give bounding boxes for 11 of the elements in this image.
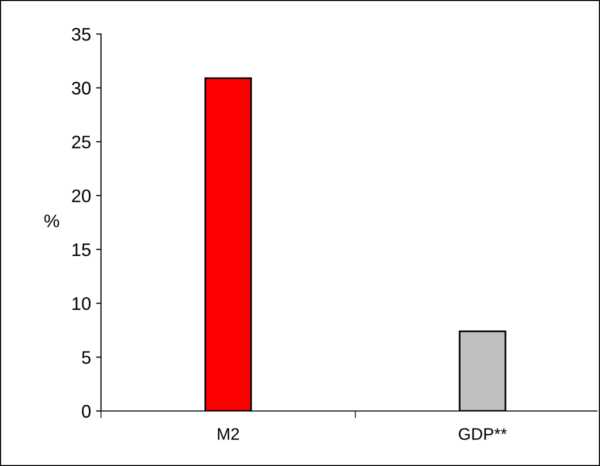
- y-tick-label: 35: [72, 28, 91, 41]
- y-tick-label: 0: [82, 404, 91, 418]
- y-tick-label: 25: [72, 136, 91, 148]
- y-tick-label: 20: [72, 190, 91, 202]
- y-tick-label: 10: [72, 297, 91, 310]
- y-tick-label: 30: [72, 82, 91, 95]
- y-tick-label: 15: [72, 244, 91, 256]
- x-tick-label: GDP**: [458, 428, 507, 440]
- x-tick-label: M2: [218, 428, 239, 440]
- y-axis-title: %: [44, 214, 60, 228]
- y-tick-label: 5: [82, 351, 91, 364]
